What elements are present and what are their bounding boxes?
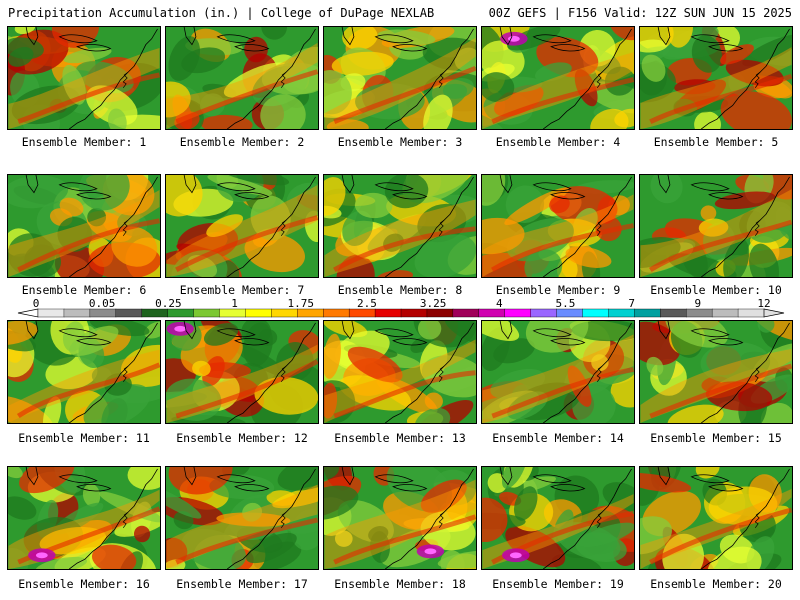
ensemble-map-panel bbox=[323, 26, 477, 130]
colorbar-swatch bbox=[426, 308, 454, 318]
ensemble-map-panel bbox=[323, 466, 477, 570]
colorbar-tick-label: 0 bbox=[32, 297, 40, 310]
ensemble-map-panel bbox=[481, 320, 635, 424]
ensemble-map-panel bbox=[7, 174, 161, 278]
colorbar-swatch bbox=[37, 308, 65, 318]
ensemble-member-label: Ensemble Member: 17 bbox=[176, 577, 308, 591]
colorbar-swatch bbox=[245, 308, 272, 318]
colorbar-swatch bbox=[297, 308, 324, 318]
colorbar-swatch bbox=[478, 308, 506, 318]
ensemble-member-label: Ensemble Member: 1 bbox=[21, 135, 147, 149]
colorbar-swatch bbox=[374, 308, 402, 318]
ensemble-member-label: Ensemble Member: 11 bbox=[18, 431, 150, 445]
ensemble-map-panel bbox=[639, 320, 793, 424]
ensemble-member-label: Ensemble Member: 7 bbox=[179, 283, 305, 297]
colorbar-swatch bbox=[608, 308, 635, 318]
ensemble-map-panel bbox=[165, 320, 319, 424]
ensemble-map-panel bbox=[639, 26, 793, 130]
colorbar-swatch bbox=[686, 308, 713, 318]
colorbar-swatch bbox=[271, 308, 298, 318]
ensemble-map-panel bbox=[481, 466, 635, 570]
ensemble-member-label: Ensemble Member: 20 bbox=[650, 577, 782, 591]
colorbar-swatch bbox=[167, 308, 195, 318]
ensemble-member-label: Ensemble Member: 13 bbox=[334, 431, 466, 445]
ensemble-member-label: Ensemble Member: 4 bbox=[495, 135, 621, 149]
ensemble-member-label: Ensemble Member: 6 bbox=[21, 283, 147, 297]
ensemble-member-label: Ensemble Member: 9 bbox=[495, 283, 621, 297]
colorbar-tick-label: 5.5 bbox=[555, 297, 576, 310]
colorbar-swatch bbox=[556, 308, 584, 318]
ensemble-member-label: Ensemble Member: 19 bbox=[492, 577, 624, 591]
ensemble-member-label: Ensemble Member: 10 bbox=[650, 283, 782, 297]
colorbar-swatch bbox=[89, 308, 117, 318]
ensemble-map-panel bbox=[481, 26, 635, 130]
colorbar-tick-label: 1.75 bbox=[287, 297, 314, 310]
colorbar-tick-label: 3.25 bbox=[419, 297, 447, 310]
ensemble-map-panel bbox=[7, 26, 161, 130]
colorbar-swatch bbox=[63, 308, 91, 318]
ensemble-map-panel bbox=[481, 174, 635, 278]
precip-colorbar bbox=[17, 308, 785, 318]
colorbar-tick-label: 1 bbox=[231, 297, 238, 310]
ensemble-map-panel bbox=[639, 466, 793, 570]
colorbar-swatch bbox=[219, 308, 246, 318]
colorbar-swatch bbox=[660, 308, 687, 318]
colorbar-swatch bbox=[504, 308, 532, 318]
ensemble-member-label: Ensemble Member: 12 bbox=[176, 431, 308, 445]
colorbar-swatch bbox=[737, 308, 765, 318]
map-title: Precipitation Accumulation (in.) | Colle… bbox=[8, 6, 435, 20]
ensemble-map-panel bbox=[323, 320, 477, 424]
colorbar-swatch bbox=[141, 308, 169, 318]
colorbar-swatch bbox=[193, 308, 221, 318]
colorbar-swatch bbox=[115, 308, 143, 318]
colorbar-swatch bbox=[530, 308, 558, 318]
model-valid-time: 00Z GEFS | F156 Valid: 12Z SUN JUN 15 20… bbox=[488, 6, 792, 20]
ensemble-member-label: Ensemble Member: 5 bbox=[653, 135, 779, 149]
colorbar-swatch bbox=[348, 308, 376, 318]
ensemble-member-label: Ensemble Member: 3 bbox=[337, 135, 463, 149]
ensemble-map-panel bbox=[165, 26, 319, 130]
colorbar-swatch bbox=[711, 308, 739, 318]
ensemble-map-panel bbox=[639, 174, 793, 278]
colorbar-tick-label: 7 bbox=[628, 297, 635, 310]
ensemble-member-label: Ensemble Member: 2 bbox=[179, 135, 305, 149]
colorbar-tick-label: 2.5 bbox=[356, 297, 377, 310]
colorbar-tick-label: 4 bbox=[495, 297, 503, 310]
colorbar-swatch bbox=[323, 308, 350, 318]
colorbar-swatch bbox=[400, 308, 428, 318]
ensemble-map-panel bbox=[165, 174, 319, 278]
colorbar-tick-label: 9 bbox=[694, 297, 702, 310]
colorbar-tick-label: 0.25 bbox=[155, 297, 182, 310]
ensemble-member-label: Ensemble Member: 16 bbox=[18, 577, 150, 591]
ensemble-member-label: Ensemble Member: 15 bbox=[650, 431, 782, 445]
ensemble-map-panel bbox=[165, 466, 319, 570]
colorbar-swatch bbox=[582, 308, 609, 318]
ensemble-map-panel bbox=[7, 466, 161, 570]
ensemble-member-label: Ensemble Member: 18 bbox=[334, 577, 466, 591]
colorbar-tick-label: 12 bbox=[757, 297, 771, 310]
ensemble-map-panel bbox=[323, 174, 477, 278]
colorbar-tick-label: 0.05 bbox=[88, 297, 116, 310]
ensemble-member-label: Ensemble Member: 8 bbox=[337, 283, 463, 297]
colorbar-swatch bbox=[634, 308, 661, 318]
ensemble-map-panel bbox=[7, 320, 161, 424]
ensemble-member-label: Ensemble Member: 14 bbox=[492, 431, 624, 445]
colorbar-swatch bbox=[452, 308, 480, 318]
